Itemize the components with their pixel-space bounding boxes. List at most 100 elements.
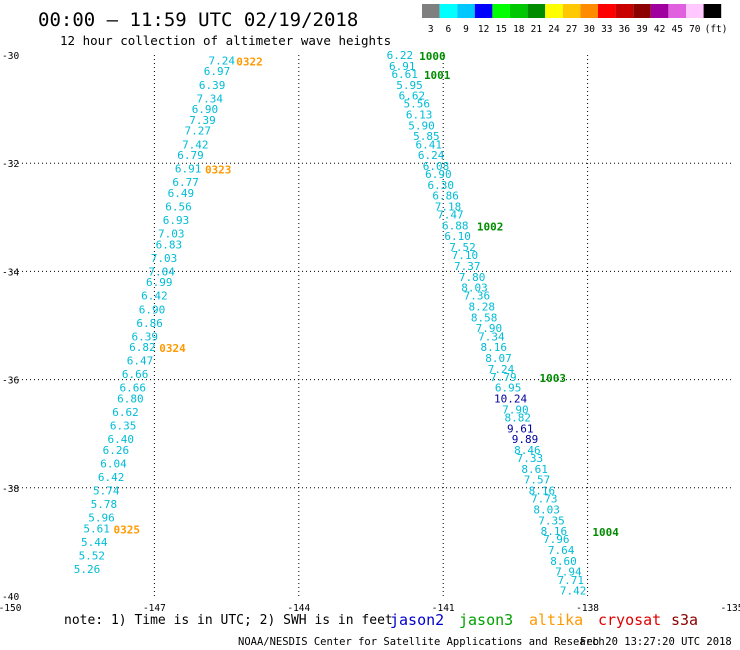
wave-height-point: 6.40 <box>107 433 134 446</box>
legend-swatch <box>527 4 546 18</box>
wave-height-point: 6.47 <box>127 355 154 368</box>
legend-label: 24 <box>548 24 560 35</box>
x-tick-label: -147 <box>143 603 166 614</box>
wave-height-point: 7.80 <box>459 271 486 284</box>
legend-swatch <box>457 4 475 18</box>
wave-height-point: 5.26 <box>74 563 101 576</box>
wave-height-point: 6.83 <box>156 238 183 251</box>
legend-label: 15 <box>495 24 506 35</box>
wave-height-point: 8.46 <box>514 444 541 457</box>
wave-height-point: 6.35 <box>110 420 137 433</box>
credit-text: NOAA/NESDIS Center for Satellite Applica… <box>238 636 605 648</box>
wave-height-point: 6.99 <box>146 276 173 289</box>
wave-height-point: 8.03 <box>533 503 560 516</box>
wave-height-point: 6.22 <box>387 49 414 62</box>
legend-swatch <box>439 4 458 18</box>
legend-label: 3 <box>428 24 434 35</box>
wave-height-point: 7.94 <box>555 566 582 579</box>
legend-swatch <box>562 4 581 18</box>
wave-height-point: 5.44 <box>81 536 108 549</box>
legend-label: 42 <box>654 24 665 35</box>
wave-height-point: 6.24 <box>418 149 445 162</box>
time-labels: 0322 0323 0324 0325 1000 1001 1002 1003 1004 <box>113 50 619 539</box>
time-label: 0325 <box>113 523 140 536</box>
wave-height-point: 8.16 <box>480 341 507 354</box>
wave-height-point: 7.34 <box>197 92 224 105</box>
x-tick-label: -144 <box>287 603 310 614</box>
legend-label: 6 <box>446 24 452 35</box>
wave-height-point: 5.90 <box>408 119 435 132</box>
wave-height-point: 6.49 <box>168 187 195 200</box>
x-tick-label: -150 <box>0 603 22 614</box>
wave-height-point: 7.73 <box>531 493 558 506</box>
wave-height-point: 7.47 <box>437 209 464 222</box>
wave-height-point: 6.90 <box>139 303 166 316</box>
wave-height-point: 8.03 <box>461 282 488 295</box>
time-label: 1003 <box>539 372 566 385</box>
wave-height-point: 6.39 <box>132 330 159 343</box>
legend-swatch <box>474 4 493 18</box>
legend-swatch <box>686 4 704 18</box>
y-tick-label: -30 <box>2 51 19 62</box>
wave-height-point: 6.91 <box>389 60 416 73</box>
time-label: 1000 <box>419 50 446 63</box>
wave-height-point: 7.64 <box>548 544 575 557</box>
time-label: 0324 <box>159 342 186 355</box>
legend-label: 18 <box>513 24 525 35</box>
wave-height-point: 6.80 <box>117 393 144 406</box>
wave-height-point: 8.58 <box>471 311 498 324</box>
wave-height-point: 8.16 <box>529 485 556 498</box>
wave-height-point: 6.56 <box>165 200 192 213</box>
wave-height-point: 6.90 <box>425 168 452 181</box>
x-tick-label: -135 <box>721 603 740 614</box>
wave-height-point: 6.93 <box>163 214 190 227</box>
wave-height-point: 5.52 <box>79 549 106 562</box>
mission-jason2: jason2 <box>390 611 444 629</box>
legend-swatch <box>492 4 510 18</box>
wave-height-point: 6.42 <box>141 290 168 303</box>
wave-height-point: 8.61 <box>521 463 548 476</box>
wave-height-point: 7.33 <box>517 452 544 465</box>
legend-swatch <box>668 4 686 18</box>
mission-altika: altika <box>529 611 583 629</box>
x-tick-label: -141 <box>432 603 455 614</box>
grid-lines <box>10 55 732 596</box>
wave-height-point: 10.24 <box>494 393 527 406</box>
x-tick-label: -138 <box>576 603 599 614</box>
wave-height-point: 7.04 <box>148 265 175 278</box>
legend-swatch <box>703 4 722 18</box>
wave-height-point: 6.97 <box>204 65 231 78</box>
wave-height-point: 8.60 <box>550 555 577 568</box>
wave-height-point: 6.26 <box>103 444 130 457</box>
wave-height-point: 8.07 <box>485 352 512 365</box>
wave-height-point: 7.24 <box>488 363 515 376</box>
wave-height-point: 6.08 <box>423 160 450 173</box>
wave-height-point: 5.95 <box>396 79 423 92</box>
wave-height-point: 6.86 <box>136 317 163 330</box>
data-points: 7.246.976.397.346.907.397.277.426.796.91… <box>74 49 587 598</box>
legend-label: 36 <box>619 24 631 35</box>
time-label: 0323 <box>205 164 232 177</box>
wave-height-point: 7.79 <box>490 371 517 384</box>
legend-label: 30 <box>583 24 595 35</box>
wave-height-point: 9.89 <box>512 433 539 446</box>
wave-height-point: 5.74 <box>93 485 120 498</box>
chart-subtitle: 12 hour collection of altimeter wave hei… <box>60 33 391 48</box>
wave-height-point: 7.10 <box>452 249 479 262</box>
legend-label: 12 <box>478 24 489 35</box>
y-tick-label: -34 <box>2 267 19 278</box>
legend-label: 39 <box>636 24 648 35</box>
legend-swatch <box>510 4 528 18</box>
legend-swatch <box>545 4 563 18</box>
wave-height-point: 6.95 <box>495 382 522 395</box>
wave-height-point: 6.90 <box>192 103 219 116</box>
legend-swatch <box>650 4 669 18</box>
legend-swatch <box>633 4 651 18</box>
mission-legend: jason2 jason3 altika cryosat s3a <box>390 611 698 629</box>
wave-height-point: 7.35 <box>538 514 565 527</box>
color-legend: 3 6 9 12 15 18 21 24 27 30 33 36 39 42 45 70 (ft) <box>422 4 727 35</box>
time-label: 1002 <box>477 220 504 233</box>
wave-height-point: 7.42 <box>560 585 587 598</box>
wave-height-point: 7.18 <box>435 200 462 213</box>
